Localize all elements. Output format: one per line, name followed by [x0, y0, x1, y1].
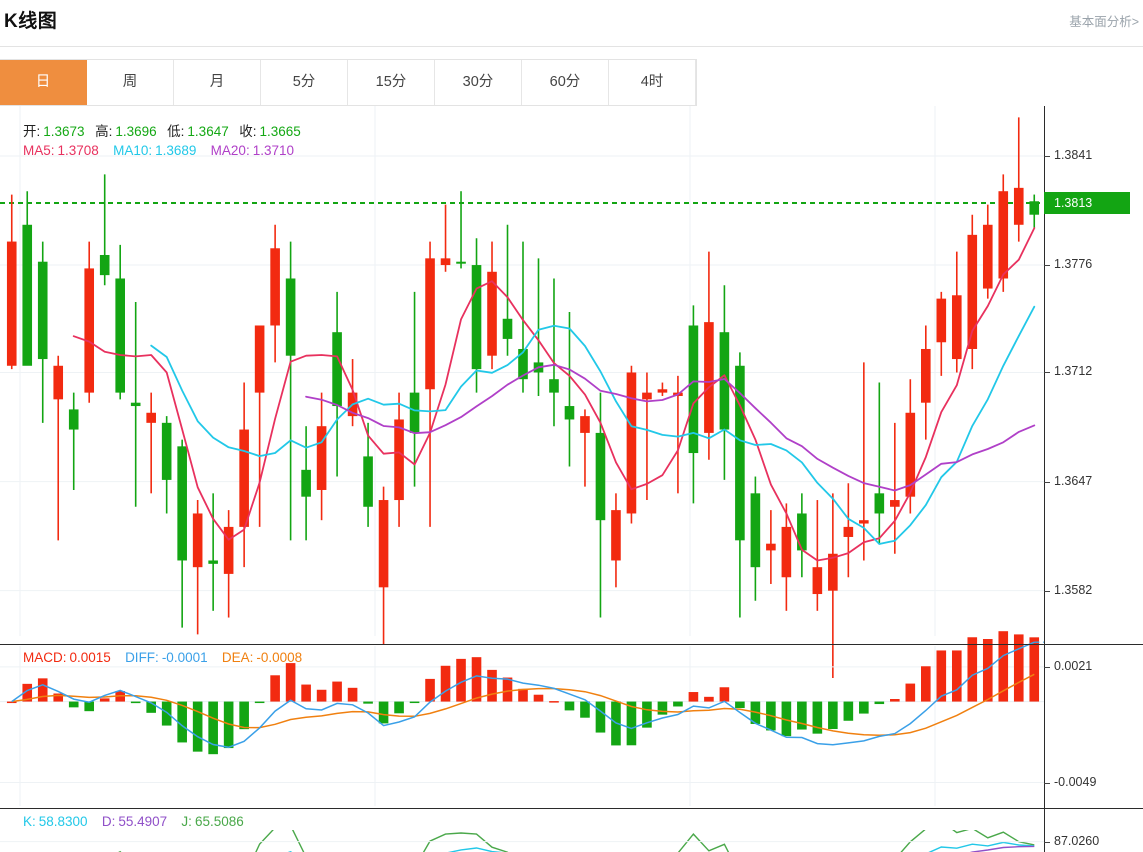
- price-axis-label-2-tick: [1044, 372, 1050, 374]
- k-value: 58.8300: [38, 814, 88, 829]
- kdj-legend: K: 58.8300 D: 55.4907 J: 65.5086: [23, 814, 247, 829]
- tab-0[interactable]: 日: [0, 60, 87, 105]
- low-label: 低:: [167, 124, 185, 139]
- ma10-label: MA10:: [113, 143, 153, 158]
- d-value: 55.4907: [118, 814, 168, 829]
- ma-legend: MA5: 1.3708 MA10: 1.3689 MA20: 1.3710: [23, 143, 297, 158]
- price-axis-label-0-tick: [1044, 155, 1050, 157]
- price-axis-separator: [1044, 644, 1143, 645]
- page-header: K线图 基本面分析>: [0, 0, 1143, 47]
- main-macd-separator: [0, 644, 1044, 645]
- open-value: 1.3673: [43, 124, 85, 139]
- dea-label: DEA:: [221, 650, 254, 665]
- chart-frame: 开: 1.3673 高: 1.3696 低: 1.3647 收: 1.3665 MA5:…: [0, 106, 1143, 852]
- ma10-value: 1.3689: [155, 143, 197, 158]
- macd-legend: MACD: 0.0015 DIFF: -0.0001 DEA: -0.0008: [23, 650, 305, 665]
- d-label: D:: [101, 814, 116, 829]
- tab-4[interactable]: 15分: [348, 60, 435, 105]
- price-axis-label-4-tick: [1044, 590, 1050, 592]
- tab-3[interactable]: 5分: [261, 60, 348, 105]
- macd-axis-label-0: 0.0021: [1054, 658, 1093, 673]
- tab-6[interactable]: 60分: [522, 60, 609, 105]
- timeframe-tabbar: 日周月 5分 15分 30分 60分 4时: [0, 59, 697, 106]
- close-label: 收:: [239, 124, 257, 139]
- price-axis-label-0: 1.3841: [1054, 147, 1093, 162]
- macd-axis-label-1: -0.0049: [1054, 774, 1097, 789]
- tab-7[interactable]: 4时: [609, 60, 696, 105]
- price-axis-label-1-tick: [1044, 265, 1050, 267]
- close-value: 1.3665: [259, 124, 301, 139]
- j-value: 65.5086: [194, 814, 244, 829]
- ma5-label: MA5:: [23, 143, 55, 158]
- j-label: J:: [181, 814, 192, 829]
- kline-chart-canvas[interactable]: [0, 106, 1143, 852]
- diff-label: DIFF:: [125, 650, 159, 665]
- kdj-axis-label-0-tick: [1044, 841, 1050, 843]
- high-label: 高:: [95, 124, 113, 139]
- tab-2[interactable]: 月: [174, 60, 261, 105]
- macd-label: MACD:: [23, 650, 67, 665]
- price-axis-divider: [1044, 106, 1045, 852]
- macd-axis-label-1-tick: [1044, 782, 1050, 784]
- price-axis-label-2: 1.3712: [1054, 364, 1093, 379]
- dea-value: -0.0008: [256, 650, 303, 665]
- ma5-value: 1.3708: [57, 143, 99, 158]
- price-axis-label-3: 1.3647: [1054, 473, 1093, 488]
- low-value: 1.3647: [187, 124, 229, 139]
- tab-1[interactable]: 周: [87, 60, 174, 105]
- page-title: K线图: [4, 11, 58, 32]
- tab-5[interactable]: 30分: [435, 60, 522, 105]
- fundamental-analysis-link[interactable]: 基本面分析>: [1069, 15, 1139, 29]
- price-axis-label-1: 1.3776: [1054, 257, 1093, 272]
- macd-value: 0.0015: [69, 650, 111, 665]
- high-value: 1.3696: [115, 124, 157, 139]
- kdj-axis-label-0: 87.0260: [1054, 833, 1100, 848]
- macd-kdj-separator: [0, 808, 1143, 809]
- current-price-badge: 1.3813: [1044, 191, 1130, 214]
- ma20-value: 1.3710: [252, 143, 294, 158]
- k-label: K:: [23, 814, 36, 829]
- macd-axis-label-0-tick: [1044, 666, 1050, 668]
- open-label: 开:: [23, 124, 41, 139]
- ma20-label: MA20:: [210, 143, 250, 158]
- price-axis-label-3-tick: [1044, 481, 1050, 483]
- ohlc-legend: 开: 1.3673 高: 1.3696 低: 1.3647 收: 1.3665: [23, 120, 304, 140]
- diff-value: -0.0001: [161, 650, 208, 665]
- price-axis-label-4: 1.3582: [1054, 582, 1093, 597]
